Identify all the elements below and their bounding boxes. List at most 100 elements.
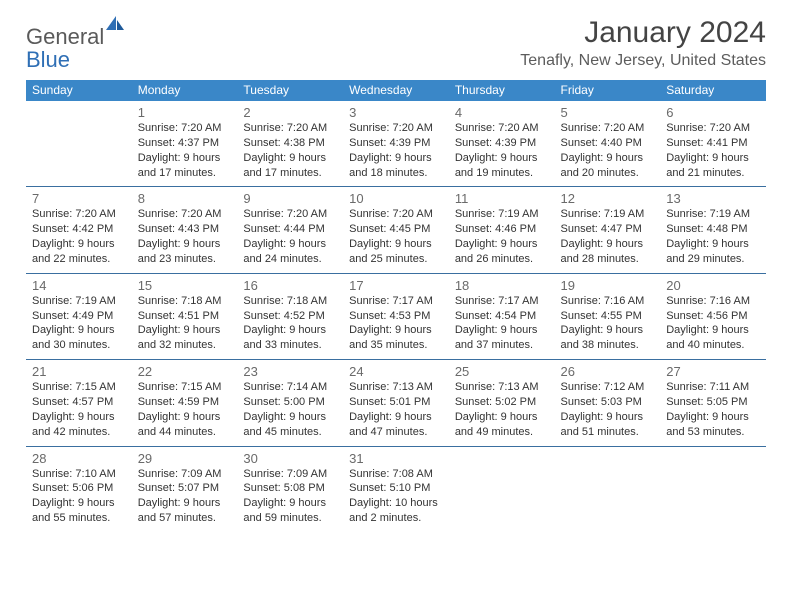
day-line: Sunrise: 7:20 AM	[349, 121, 443, 136]
day-line: and 47 minutes.	[349, 425, 443, 440]
day-number: 22	[132, 360, 238, 380]
day-line: and 17 minutes.	[243, 166, 337, 181]
day-line: and 59 minutes.	[243, 511, 337, 526]
day-line: and 19 minutes.	[455, 166, 549, 181]
day-number: 21	[26, 360, 132, 380]
day-line: and 45 minutes.	[243, 425, 337, 440]
day-line: Daylight: 10 hours	[349, 496, 443, 511]
day-line: and 51 minutes.	[561, 425, 655, 440]
day-line: and 26 minutes.	[455, 252, 549, 267]
calendar-body: 123456Sunrise: 7:20 AMSunset: 4:37 PMDay…	[26, 101, 766, 532]
day-cell: Sunrise: 7:08 AMSunset: 5:10 PMDaylight:…	[343, 467, 449, 532]
day-line: Daylight: 9 hours	[32, 496, 126, 511]
day-line: Daylight: 9 hours	[138, 151, 232, 166]
day-cell: Sunrise: 7:20 AMSunset: 4:43 PMDaylight:…	[132, 207, 238, 273]
day-line: Sunset: 5:03 PM	[561, 395, 655, 410]
day-line: Sunrise: 7:20 AM	[243, 207, 337, 222]
day-cell	[555, 467, 661, 532]
day-cell: Sunrise: 7:10 AMSunset: 5:06 PMDaylight:…	[26, 467, 132, 532]
day-line: Daylight: 9 hours	[666, 323, 760, 338]
day-line: Daylight: 9 hours	[138, 496, 232, 511]
title-block: January 2024 Tenafly, New Jersey, United…	[520, 16, 766, 70]
day-line: Daylight: 9 hours	[243, 151, 337, 166]
day-line: Sunrise: 7:17 AM	[455, 294, 549, 309]
day-number: 20	[660, 274, 766, 294]
day-line: Sunset: 4:55 PM	[561, 309, 655, 324]
day-line: Sunrise: 7:09 AM	[138, 467, 232, 482]
day-line: Sunset: 4:56 PM	[666, 309, 760, 324]
day-line: and 33 minutes.	[243, 338, 337, 353]
day-cell: Sunrise: 7:12 AMSunset: 5:03 PMDaylight:…	[555, 380, 661, 446]
day-number-row: 14151617181920	[26, 274, 766, 294]
day-number: 15	[132, 274, 238, 294]
day-line: and 30 minutes.	[32, 338, 126, 353]
day-number: 1	[132, 101, 238, 121]
day-line: Sunrise: 7:20 AM	[349, 207, 443, 222]
day-line: Sunset: 5:08 PM	[243, 481, 337, 496]
day-line: and 53 minutes.	[666, 425, 760, 440]
day-line: Sunset: 4:47 PM	[561, 222, 655, 237]
day-line: Sunrise: 7:20 AM	[138, 207, 232, 222]
day-line: and 57 minutes.	[138, 511, 232, 526]
day-line: Sunrise: 7:20 AM	[455, 121, 549, 136]
day-number: 29	[132, 447, 238, 467]
day-cell: Sunrise: 7:17 AMSunset: 4:54 PMDaylight:…	[449, 294, 555, 360]
day-line: Sunset: 5:01 PM	[349, 395, 443, 410]
day-number: 19	[555, 274, 661, 294]
day-line: Sunrise: 7:18 AM	[243, 294, 337, 309]
day-line: and 20 minutes.	[561, 166, 655, 181]
day-cell: Sunrise: 7:18 AMSunset: 4:51 PMDaylight:…	[132, 294, 238, 360]
brand-text-gray: General	[26, 24, 104, 49]
day-cell	[449, 467, 555, 532]
day-line: and 38 minutes.	[561, 338, 655, 353]
day-number: 7	[26, 187, 132, 207]
day-line: Sunrise: 7:10 AM	[32, 467, 126, 482]
day-number: 4	[449, 101, 555, 121]
day-line: Sunset: 4:54 PM	[455, 309, 549, 324]
day-number: 24	[343, 360, 449, 380]
day-number	[449, 447, 555, 467]
day-line: Daylight: 9 hours	[666, 410, 760, 425]
day-line: and 37 minutes.	[455, 338, 549, 353]
day-line: Sunrise: 7:20 AM	[32, 207, 126, 222]
brand-sail-icon	[106, 16, 126, 32]
day-cell: Sunrise: 7:11 AMSunset: 5:05 PMDaylight:…	[660, 380, 766, 446]
day-number: 28	[26, 447, 132, 467]
day-cell: Sunrise: 7:16 AMSunset: 4:56 PMDaylight:…	[660, 294, 766, 360]
day-line: and 55 minutes.	[32, 511, 126, 526]
day-number: 6	[660, 101, 766, 121]
day-line: Daylight: 9 hours	[561, 237, 655, 252]
day-line: and 25 minutes.	[349, 252, 443, 267]
day-header: Thursday	[449, 80, 555, 101]
day-content-row: Sunrise: 7:19 AMSunset: 4:49 PMDaylight:…	[26, 294, 766, 360]
day-line: Sunset: 4:39 PM	[349, 136, 443, 151]
day-line: Sunrise: 7:18 AM	[138, 294, 232, 309]
day-cell: Sunrise: 7:15 AMSunset: 4:59 PMDaylight:…	[132, 380, 238, 446]
day-line: Sunset: 4:49 PM	[32, 309, 126, 324]
day-line: Sunrise: 7:16 AM	[666, 294, 760, 309]
day-line: and 23 minutes.	[138, 252, 232, 267]
day-line: and 22 minutes.	[32, 252, 126, 267]
day-line: and 40 minutes.	[666, 338, 760, 353]
day-number: 2	[237, 101, 343, 121]
day-line: Sunrise: 7:16 AM	[561, 294, 655, 309]
day-number: 8	[132, 187, 238, 207]
day-cell: Sunrise: 7:16 AMSunset: 4:55 PMDaylight:…	[555, 294, 661, 360]
day-number	[660, 447, 766, 467]
day-number: 23	[237, 360, 343, 380]
day-number: 3	[343, 101, 449, 121]
day-line: Sunrise: 7:12 AM	[561, 380, 655, 395]
day-number: 12	[555, 187, 661, 207]
day-cell: Sunrise: 7:20 AMSunset: 4:42 PMDaylight:…	[26, 207, 132, 273]
day-line: Sunset: 4:39 PM	[455, 136, 549, 151]
day-line: Sunset: 4:38 PM	[243, 136, 337, 151]
day-line: and 21 minutes.	[666, 166, 760, 181]
day-line: and 18 minutes.	[349, 166, 443, 181]
day-number: 30	[237, 447, 343, 467]
day-line: Sunset: 4:37 PM	[138, 136, 232, 151]
day-line: Sunset: 5:06 PM	[32, 481, 126, 496]
day-line: Sunrise: 7:20 AM	[138, 121, 232, 136]
day-line: Daylight: 9 hours	[455, 323, 549, 338]
day-line: Daylight: 9 hours	[138, 237, 232, 252]
day-number: 16	[237, 274, 343, 294]
